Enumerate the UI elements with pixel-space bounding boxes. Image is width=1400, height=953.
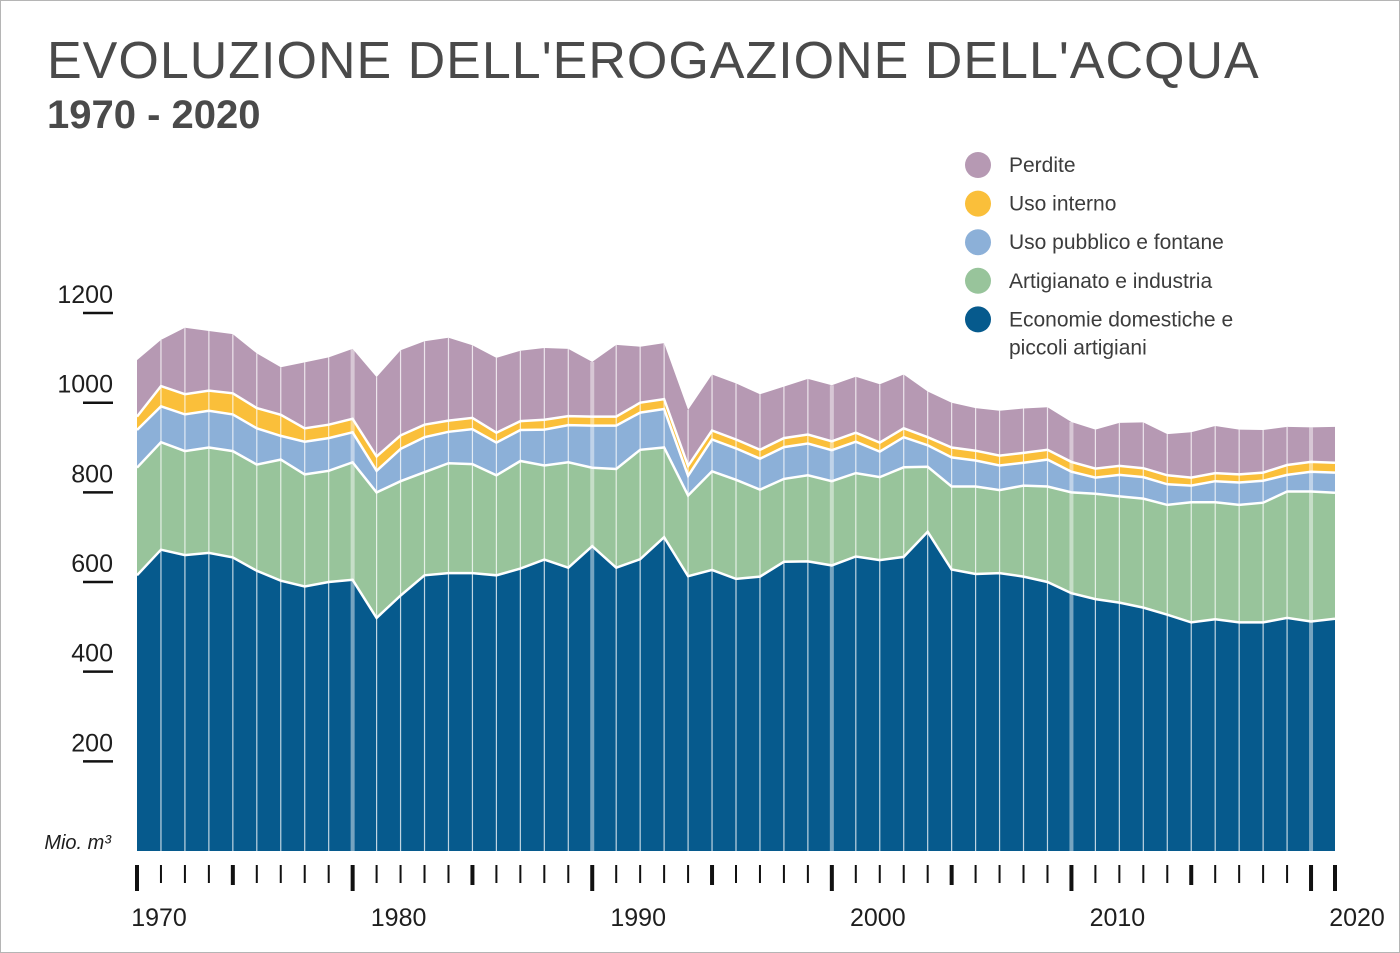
x-tick-mark [974, 865, 977, 883]
x-tick-mark [279, 865, 282, 883]
x-tick-mark [1286, 865, 1289, 883]
x-tick-mark [159, 865, 162, 883]
x-tick-mark [1214, 865, 1217, 883]
x-tick-mark [1238, 865, 1241, 883]
legend-swatch [965, 190, 991, 217]
x-tick-mark [663, 865, 666, 883]
y-tick-label: 1000 [57, 371, 113, 399]
x-tick-mark [1142, 865, 1145, 883]
x-tick-label: 2010 [1090, 904, 1146, 932]
boundary-line [136, 440, 1336, 507]
x-tick-mark [543, 865, 546, 883]
legend-swatch [965, 267, 991, 294]
legend-label: Uso pubblico e fontane [1009, 231, 1224, 254]
x-tick-label: 2020 [1329, 904, 1385, 932]
legend-label: Artigianato e industria [1009, 270, 1212, 293]
x-tick-mark [470, 865, 475, 885]
x-tick-mark [1333, 865, 1337, 891]
series-boundaries [136, 384, 1336, 624]
y-tick-label: 400 [71, 640, 113, 668]
x-tick-mark [735, 865, 737, 883]
x-tick-mark [639, 865, 642, 883]
x-tick-mark [1118, 865, 1121, 883]
x-tick-mark [758, 865, 761, 883]
legend-swatch [965, 306, 991, 333]
x-tick-mark [926, 865, 929, 883]
x-axis: 1970 1980 1990 2000 2010 2020 [131, 865, 1385, 932]
x-tick-mark [135, 865, 139, 891]
x-tick-mark [375, 865, 378, 883]
x-tick-mark [255, 865, 258, 883]
x-tick-mark [687, 865, 690, 883]
x-tick-mark [423, 865, 426, 883]
x-tick-mark [230, 865, 235, 885]
x-tick-mark [495, 865, 498, 883]
x-tick-mark [327, 865, 330, 883]
x-tick-mark [519, 865, 522, 883]
x-tick-label: 1980 [371, 904, 427, 932]
x-tick-mark [1069, 865, 1074, 891]
legend-label: Economie domestiche e [1009, 308, 1233, 331]
x-tick-mark [854, 865, 857, 883]
x-tick-label: 1970 [131, 904, 187, 932]
x-tick-mark [183, 865, 186, 883]
x-tick-mark [878, 865, 881, 883]
x-tick-mark [615, 865, 618, 883]
x-tick-mark [350, 865, 355, 891]
x-tick-mark [207, 865, 210, 883]
x-tick-mark [1262, 865, 1265, 883]
boundary-line [136, 529, 1336, 624]
x-tick-mark [829, 865, 834, 891]
x-tick-mark [782, 865, 785, 883]
y-tick-label: 800 [71, 460, 113, 488]
x-tick-mark [710, 865, 715, 885]
x-tick-mark [949, 865, 954, 885]
x-tick-label: 2000 [850, 904, 906, 932]
x-tick-mark [1046, 865, 1049, 883]
legend-swatch [965, 229, 991, 256]
x-tick-mark [902, 865, 905, 883]
legend-label: piccoli artigiani [1009, 336, 1147, 359]
x-tick-mark [567, 865, 570, 883]
y-axis: 200 400 600 800 1000 1200 Mio. m³ [44, 281, 113, 854]
x-tick-mark [1094, 865, 1097, 883]
boundary-line [136, 384, 1336, 479]
legend-label: Uso interno [1009, 193, 1116, 216]
x-tick-mark [590, 865, 595, 891]
x-tick-mark [447, 865, 450, 883]
x-tick-mark [806, 865, 809, 883]
chart-subtitle: 1970 - 2020 [47, 93, 261, 137]
x-tick-label: 1990 [610, 904, 666, 932]
y-axis-unit: Mio. m³ [44, 832, 112, 854]
legend: Perdite Uso interno Uso pubblico e fontane… [965, 152, 1233, 359]
x-tick-mark [1309, 865, 1314, 891]
boundary-line [136, 404, 1336, 487]
legend-label: Perdite [1009, 154, 1076, 177]
x-tick-mark [998, 865, 1001, 883]
x-tick-mark [399, 865, 402, 883]
y-tick-label: 1200 [57, 281, 113, 309]
y-tick-label: 200 [71, 729, 113, 757]
legend-swatch [965, 152, 991, 178]
y-tick-label: 600 [71, 550, 113, 578]
x-tick-mark [1166, 865, 1169, 883]
year-separators [160, 327, 1314, 851]
chart-title: EVOLUZIONE DELL'EROGAZIONE DELL'ACQUA [47, 32, 1260, 90]
x-tick-mark [1022, 865, 1025, 883]
x-tick-mark [303, 865, 306, 883]
x-tick-mark [1189, 865, 1194, 885]
